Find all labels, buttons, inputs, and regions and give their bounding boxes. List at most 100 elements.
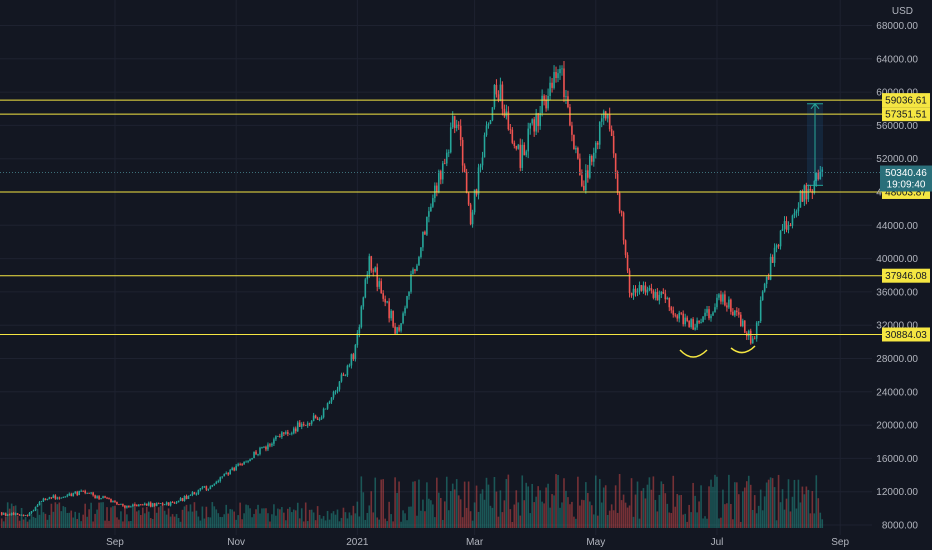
volume-bar (495, 491, 498, 528)
candle-body (136, 505, 138, 507)
candle-body (690, 319, 692, 327)
candle-body (513, 142, 516, 146)
candle-body (612, 135, 615, 154)
volume-bar (199, 520, 202, 528)
volume-bar (72, 517, 75, 528)
candle-body (581, 175, 583, 186)
candle-body (28, 512, 31, 516)
candle-body (592, 152, 595, 162)
volume-bar (755, 513, 758, 528)
candle-body (304, 424, 307, 426)
candle-body (461, 139, 464, 166)
candle-body (294, 428, 297, 432)
candle-body (535, 113, 537, 132)
price-tick-label: 16000.00 (876, 454, 918, 465)
candle-body (642, 285, 645, 291)
candle-body (529, 123, 532, 129)
level-price-tag (882, 107, 930, 122)
candle-body (342, 374, 345, 376)
volume-bar (275, 515, 277, 528)
volume-bar (332, 511, 335, 528)
candle-body (38, 502, 41, 506)
volume-bar (384, 518, 386, 528)
volume-bar (475, 485, 478, 528)
candle-body (10, 513, 13, 516)
volume-bar (680, 494, 683, 528)
candle-body (775, 245, 778, 248)
volume-bar (445, 476, 448, 528)
volume-bar (100, 502, 102, 528)
time-tick-label: May (586, 537, 605, 548)
candle-body (116, 501, 118, 505)
volume-bar (118, 519, 120, 528)
volume-bar (167, 508, 170, 528)
candle-body (662, 292, 665, 294)
volume-bar (227, 513, 230, 528)
volume-bar (50, 503, 53, 528)
volume-bar (533, 502, 535, 528)
volume-bar (88, 509, 90, 528)
volume-bar (509, 509, 512, 528)
candle-body (644, 285, 647, 293)
volume-bar (749, 484, 752, 528)
volume-bar (185, 504, 188, 528)
price-tick-label: 28000.00 (876, 354, 918, 365)
candle-body (62, 497, 65, 499)
level-price-tag-label: 59036.61 (885, 96, 927, 107)
volume-bar (678, 495, 681, 528)
volume-bar (664, 493, 667, 528)
volume-bar (30, 514, 33, 528)
candle-body (312, 415, 315, 422)
volume-bar (159, 505, 162, 528)
volume-bar (76, 518, 79, 528)
volume-bar (157, 507, 160, 528)
time-tick-label: Sep (831, 537, 849, 548)
candle-body (821, 169, 824, 172)
candle-body (8, 514, 11, 516)
volume-bar (666, 503, 669, 528)
volume-bar (807, 489, 810, 528)
candle-body (290, 433, 293, 435)
volume-bar (813, 513, 816, 528)
volume-bar (346, 518, 349, 528)
volume-bar (600, 502, 603, 528)
volume-bar (171, 514, 174, 528)
candle-body (573, 134, 575, 150)
candle-body (128, 505, 130, 508)
time-axis[interactable]: JulSepNov2021MarMayJulSep (0, 537, 849, 548)
volume-bar (108, 520, 110, 528)
volume-bar (310, 509, 313, 528)
volume-bar (481, 489, 484, 528)
volume-bar (259, 513, 261, 528)
horizontal-levels[interactable] (0, 99, 882, 335)
candle-body (787, 225, 790, 230)
volume-bar (704, 516, 706, 528)
candle-body (106, 497, 108, 499)
volume-bar (28, 519, 31, 528)
volume-bar (388, 501, 390, 528)
candle-body (177, 500, 180, 503)
volume-bar (217, 513, 220, 528)
candle-body (185, 495, 188, 499)
volume-bar (753, 495, 756, 528)
currency-label: USD (892, 6, 913, 17)
volume-bar (821, 519, 824, 528)
candle-body (511, 129, 514, 143)
volume-bar (205, 506, 208, 528)
volume-bar (179, 521, 182, 528)
volume-bar (211, 502, 214, 528)
volume-bar (449, 491, 452, 528)
candle-body (330, 397, 333, 402)
candle-body (78, 490, 81, 496)
candle-body (483, 135, 486, 158)
volume-bar (608, 510, 611, 528)
candle-body (378, 281, 381, 287)
candle-body (94, 495, 96, 498)
candle-body (161, 503, 164, 505)
candle-body (571, 125, 573, 135)
candle-body (46, 499, 49, 500)
volume-bar (239, 502, 241, 528)
candle-body (42, 498, 45, 502)
candle-body (269, 444, 271, 446)
